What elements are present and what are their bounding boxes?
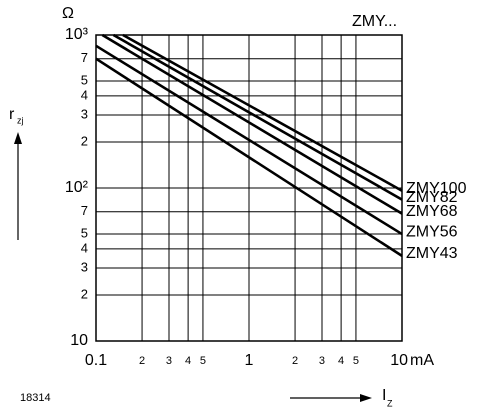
series-line <box>112 33 403 201</box>
y-arrow-head <box>14 132 22 144</box>
y-tick-label: 5 <box>81 225 88 240</box>
y-tick-label: 4 <box>81 240 88 255</box>
y-tick-label: 4 <box>81 87 88 102</box>
series-label: ZMY100 <box>406 180 467 197</box>
x-arrow-head <box>360 394 372 402</box>
y-tick-label: 7 <box>81 50 88 65</box>
x-label: I <box>382 387 386 404</box>
x-label-sub: Z <box>387 398 393 408</box>
y-tick-label: 10³ <box>65 26 89 43</box>
plot-frame <box>95 34 403 342</box>
x-tick-label: 10 <box>390 352 408 369</box>
x-tick-label: 3 <box>166 355 172 367</box>
x-unit: mA <box>410 352 434 369</box>
chart-title: ZMY... <box>352 13 397 30</box>
y-tick-label: 2 <box>81 286 88 301</box>
figure-id: 18314 <box>20 392 51 404</box>
y-tick-label: 10² <box>65 179 89 196</box>
x-tick-label: 4 <box>185 355 191 367</box>
series-label: ZMY43 <box>406 245 458 262</box>
series-line <box>101 33 403 215</box>
x-tick-label: 5 <box>353 355 359 367</box>
y-tick-label: 3 <box>81 259 88 274</box>
y-unit: Ω <box>62 5 74 22</box>
x-tick-label: 3 <box>319 355 325 367</box>
y-tick-label: 7 <box>81 203 88 218</box>
y-tick-label: 2 <box>81 133 88 148</box>
x-tick-label: 2 <box>292 355 298 367</box>
x-tick-label: 4 <box>338 355 344 367</box>
y-tick-label: 3 <box>81 106 88 121</box>
x-tick-label: 0.1 <box>85 352 107 369</box>
y-tick-label: 10 <box>70 332 88 349</box>
series-label: ZMY68 <box>406 203 458 220</box>
x-tick-label: 2 <box>139 355 145 367</box>
series-line <box>122 33 403 192</box>
y-tick-label: 5 <box>81 72 88 87</box>
series-line <box>95 57 403 257</box>
y-label-sub: zj <box>17 115 24 125</box>
x-tick-label: 1 <box>245 352 254 369</box>
series-label: ZMY56 <box>406 223 458 240</box>
series-line <box>95 44 403 236</box>
y-label: r <box>9 106 15 123</box>
series-label: ZMY82 <box>406 189 458 206</box>
x-tick-label: 5 <box>200 355 206 367</box>
